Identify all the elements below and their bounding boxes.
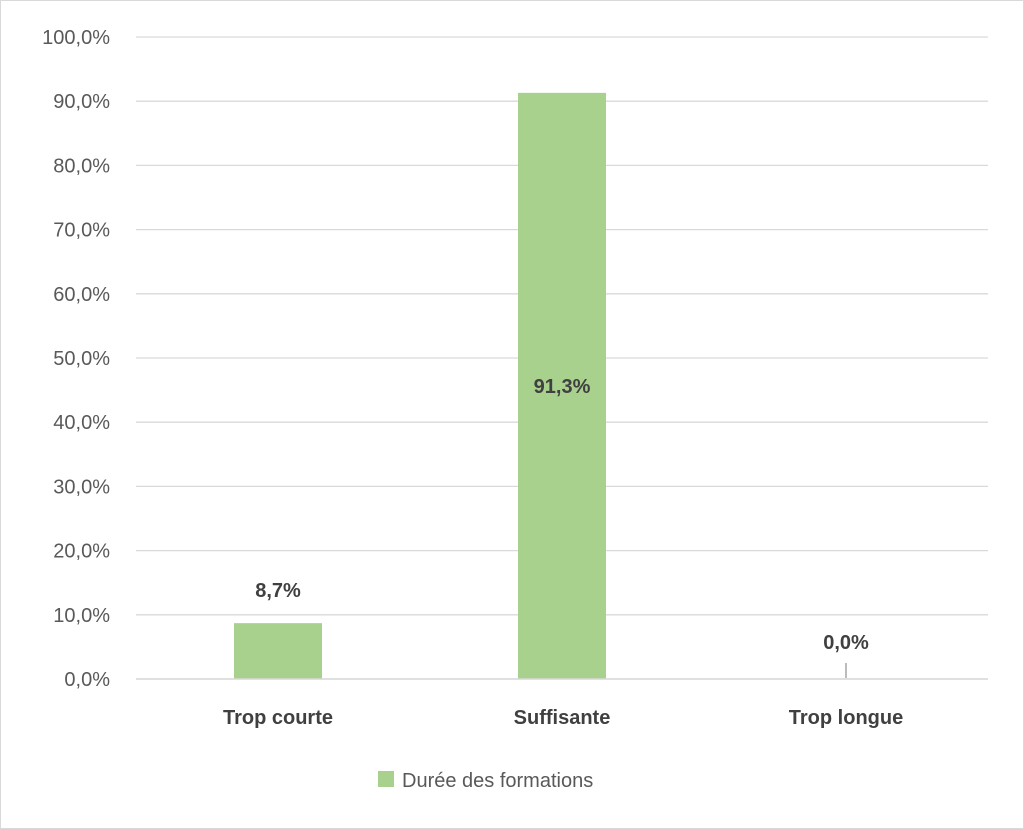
y-tick-label: 40,0% bbox=[53, 412, 110, 434]
y-tick-label: 90,0% bbox=[53, 91, 110, 113]
y-tick-label: 50,0% bbox=[53, 348, 110, 370]
legend-label: Durée des formations bbox=[402, 770, 593, 792]
y-tick-label: 10,0% bbox=[53, 605, 110, 627]
data-label: 0,0% bbox=[823, 632, 869, 654]
legend-swatch bbox=[378, 771, 394, 787]
y-tick-label: 60,0% bbox=[53, 284, 110, 306]
y-tick-label: 80,0% bbox=[53, 155, 110, 177]
data-label: 91,3% bbox=[534, 376, 591, 398]
x-tick-label: Suffisante bbox=[514, 707, 611, 729]
y-tick-label: 70,0% bbox=[53, 220, 110, 242]
data-label: 8,7% bbox=[255, 580, 301, 602]
legend: Durée des formations bbox=[378, 770, 593, 792]
y-tick-label: 100,0% bbox=[42, 27, 110, 49]
x-tick-label: Trop longue bbox=[789, 707, 903, 729]
bars bbox=[234, 92, 606, 679]
x-tick-label: Trop courte bbox=[223, 707, 333, 729]
y-axis: 0,0% 10,0% 20,0% 30,0% 40,0% 50,0% 60,0% 70,0% 8… bbox=[42, 27, 110, 691]
y-tick-label: 0,0% bbox=[64, 669, 110, 691]
y-tick-label: 30,0% bbox=[53, 476, 110, 498]
x-axis: Trop courte Suffisante Trop longue bbox=[136, 678, 988, 729]
bar bbox=[518, 92, 606, 679]
bar bbox=[234, 623, 322, 679]
y-tick-label: 20,0% bbox=[53, 541, 110, 563]
data-labels: 8,7% 91,3% 0,0% bbox=[255, 376, 869, 678]
